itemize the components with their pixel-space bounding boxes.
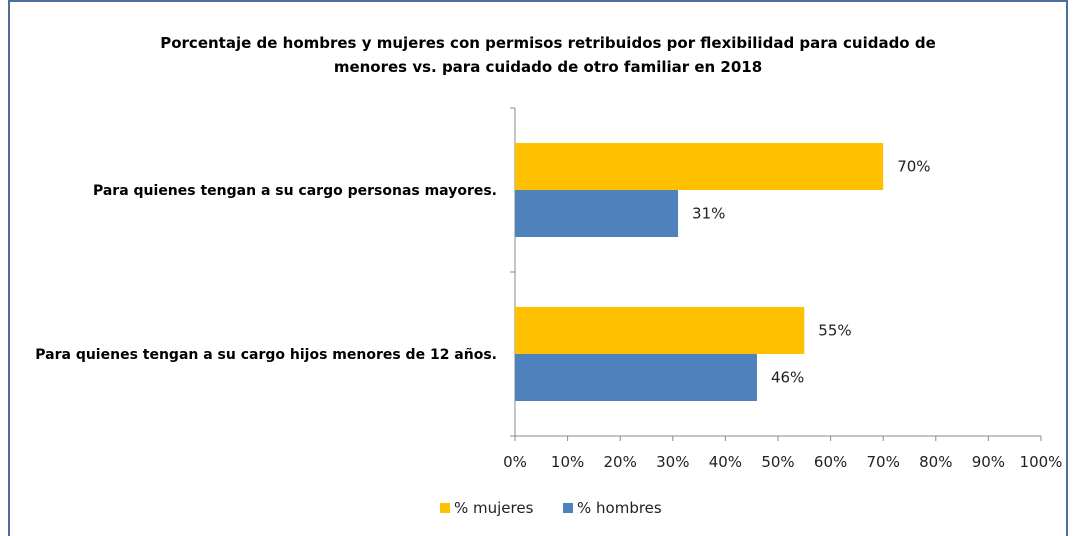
x-tick-label: 0% — [503, 453, 527, 471]
chart-frame — [8, 0, 1068, 536]
chart-data-labels: 70% 31% 55% 46% — [692, 158, 930, 387]
x-tick-label: 90% — [972, 453, 1005, 471]
x-tick-label: 70% — [867, 453, 900, 471]
x-tick-label: 80% — [919, 453, 952, 471]
data-label: 46% — [771, 369, 804, 387]
data-label: 31% — [692, 205, 725, 223]
bar — [515, 354, 757, 401]
chart-title-line-1: Porcentaje de hombres y mujeres con perm… — [160, 34, 936, 52]
legend-swatch — [440, 503, 450, 513]
bar — [515, 307, 805, 354]
legend-label: % mujeres — [454, 499, 534, 517]
chart-title: Porcentaje de hombres y mujeres con perm… — [160, 34, 936, 76]
chart-legend: % mujeres % hombres — [440, 499, 662, 517]
x-tick-label: 100% — [1020, 453, 1063, 471]
data-label: 55% — [818, 322, 851, 340]
category-label: Para quienes tengan a su cargo hijos men… — [35, 347, 497, 363]
chart-bars — [515, 143, 884, 401]
bar — [515, 190, 679, 237]
bar — [515, 143, 884, 190]
chart-title-line-2: menores vs. para cuidado de otro familia… — [334, 58, 762, 76]
legend-label: % hombres — [577, 499, 662, 517]
x-tick-label: 30% — [656, 453, 689, 471]
category-label: Para quienes tengan a su cargo personas … — [93, 183, 497, 199]
x-tick-label: 60% — [814, 453, 847, 471]
x-tick-label: 20% — [604, 453, 637, 471]
x-tick-label: 40% — [709, 453, 742, 471]
chart-category-labels: Para quienes tengan a su cargo personas … — [35, 183, 497, 363]
x-tick-label: 50% — [761, 453, 794, 471]
x-tick-label: 10% — [551, 453, 584, 471]
data-label: 70% — [897, 158, 930, 176]
legend-swatch — [563, 503, 573, 513]
chart-x-tick-labels: 0% 10% 20% 30% 40% 50% 60% 70% 80% 90% 100% — [503, 453, 1062, 471]
